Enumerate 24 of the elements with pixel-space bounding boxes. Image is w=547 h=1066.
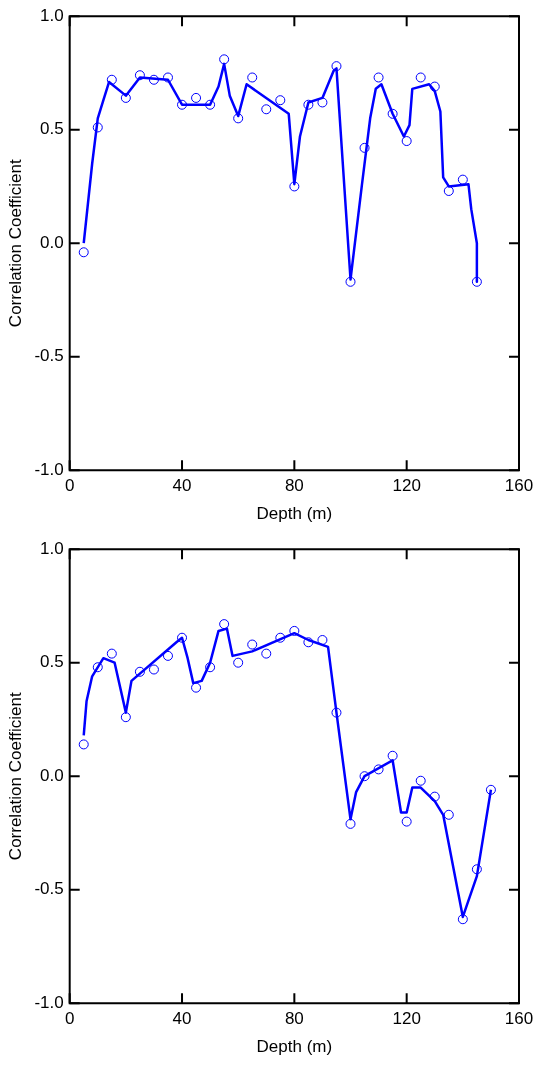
x-tick-label: 40 xyxy=(172,476,192,496)
y-tick-label: -0.5 xyxy=(34,879,64,899)
x-tick-label: 120 xyxy=(392,1009,421,1029)
x-tick-label: 0 xyxy=(64,476,75,496)
y-tick-label: -1.0 xyxy=(34,459,64,479)
y-tick-label: 0.0 xyxy=(40,232,64,252)
x-tick-label: 120 xyxy=(392,476,421,496)
x-tick-label: 40 xyxy=(172,1009,192,1029)
y-tick-label: 1.0 xyxy=(40,538,64,558)
x-tick-label: 160 xyxy=(504,476,534,496)
y-tick-label: 0.5 xyxy=(40,652,64,672)
y-tick-label: -0.5 xyxy=(34,346,64,366)
x-tick-label: 0 xyxy=(64,1009,75,1029)
y-axis-title: Correlation Coefficient xyxy=(5,158,25,328)
y-tick-label: 1.0 xyxy=(40,5,64,25)
x-tick-label: 80 xyxy=(284,476,304,496)
y-tick-label: -1.0 xyxy=(34,992,64,1012)
y-tick-label: 0.5 xyxy=(40,119,64,139)
x-tick-label: 80 xyxy=(284,1009,304,1029)
x-tick-label: 160 xyxy=(504,1009,534,1029)
x-axis-title: Depth (m) xyxy=(256,1037,333,1057)
y-axis-title: Correlation Coefficient xyxy=(5,691,25,861)
y-tick-label: 0.0 xyxy=(40,765,64,785)
x-axis-title: Depth (m) xyxy=(256,504,333,524)
